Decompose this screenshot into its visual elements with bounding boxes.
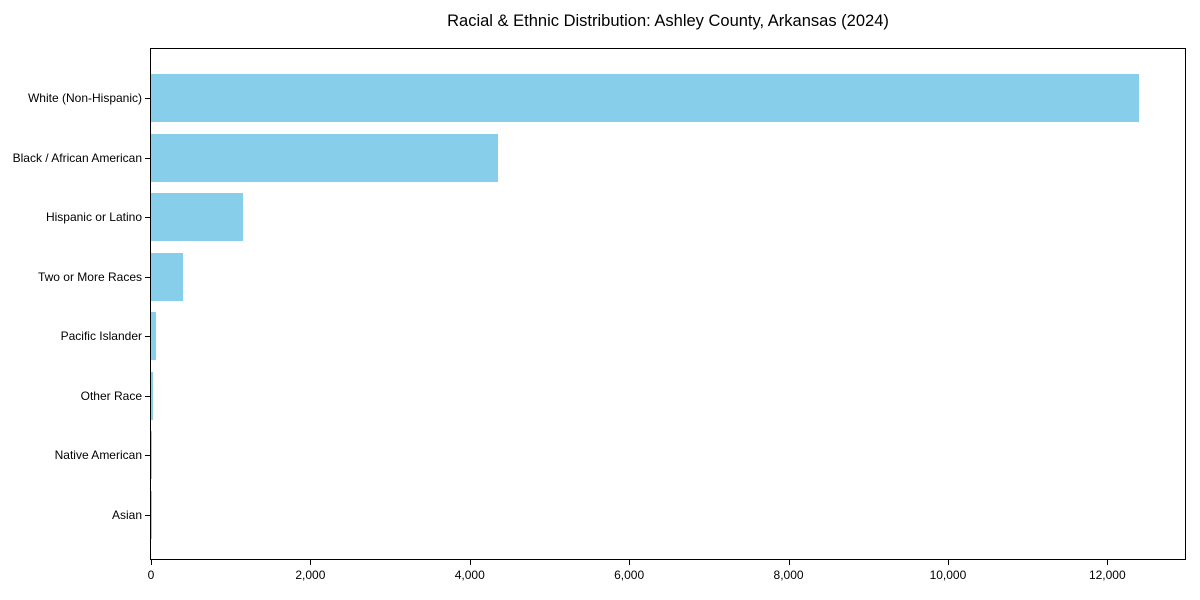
x-tick-label-10000: 10,000	[929, 568, 967, 582]
y-tick-mark	[145, 98, 150, 99]
y-tick-mark	[145, 395, 150, 397]
x-tick-label-8000: 8,000	[773, 568, 804, 582]
bar-other-race	[151, 371, 153, 420]
y-tick-mark	[145, 276, 150, 278]
x-tick-mark	[788, 560, 790, 565]
y-tick-label-white-non-hispanic: White (Non-Hispanic)	[27, 91, 142, 105]
y-tick-label-pacific-islander: Pacific Islander	[60, 329, 142, 344]
x-tick-label-4000: 4,000	[454, 568, 485, 582]
chart-title: Racial & Ethnic Distribution: Ashley Cou…	[447, 12, 889, 30]
x-tick-label-2000: 2,000	[295, 568, 326, 582]
x-tick-mark	[629, 560, 631, 565]
y-tick-label-hispanic-or-latino: Hispanic or Latino	[45, 210, 142, 225]
y-tick-label-native-american: Native American	[54, 448, 142, 463]
y-tick-mark	[145, 157, 150, 159]
bar-two-or-more-races	[151, 252, 183, 301]
bar-hispanic-or-latino	[151, 193, 244, 242]
x-tick-mark	[310, 560, 312, 565]
y-tick-mark	[145, 336, 150, 338]
x-tick-label-12000: 12,000	[1088, 568, 1126, 582]
y-tick-label-two-or-more-races: Two or More Races	[37, 269, 142, 284]
x-tick-mark	[469, 560, 471, 565]
plot-area: White (Non-Hispanic) Black / African Amer…	[13, 48, 1186, 582]
x-tick-label-0: 0	[147, 568, 155, 582]
x-tick-mark	[1107, 560, 1109, 565]
x-tick-mark	[151, 560, 152, 565]
bar-native-american	[151, 431, 153, 480]
x-tick-label-6000: 6,000	[614, 568, 645, 582]
bar-pacific-islander	[151, 312, 156, 361]
y-tick-label-other-race: Other Race	[80, 388, 142, 403]
bar-white-non-hispanic	[151, 74, 1140, 122]
y-tick-label-asian: Asian	[111, 507, 142, 522]
bar-black-african-american	[151, 133, 498, 182]
x-tick-mark	[947, 560, 949, 565]
y-tick-label-black-african-american: Black / African American	[12, 150, 142, 165]
y-tick-mark	[145, 514, 150, 516]
y-tick-mark	[145, 217, 150, 219]
y-tick-mark	[145, 455, 150, 457]
